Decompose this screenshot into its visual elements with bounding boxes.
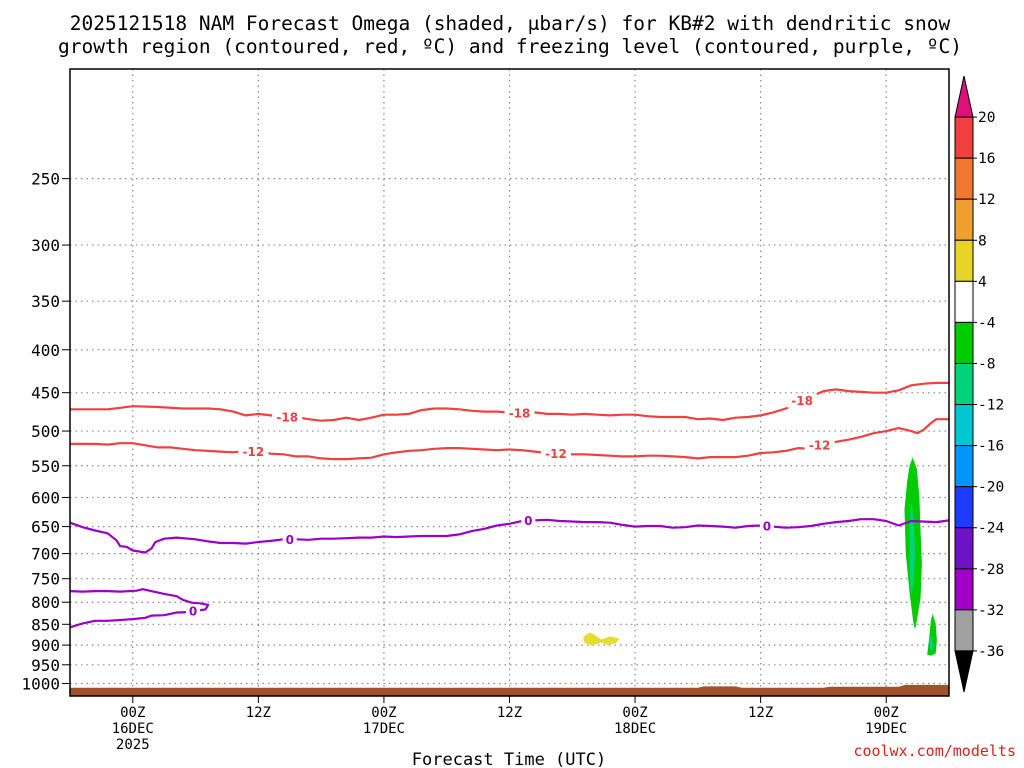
- contour-label: -12: [242, 445, 264, 459]
- colorbar-label: -8: [978, 356, 995, 372]
- x-axis-title: Forecast Time (UTC): [412, 750, 606, 768]
- y-tick-label: 750: [31, 570, 60, 589]
- omega-shaded-region: [583, 632, 620, 646]
- contour-label-bg: [238, 444, 269, 459]
- contour-label-bg: [787, 393, 818, 408]
- contour-label: -12: [809, 438, 831, 452]
- y-tick-label: 350: [31, 292, 60, 311]
- y-tick-label: 500: [31, 422, 60, 441]
- y-tick-label: 900: [31, 636, 60, 655]
- colorbar-label: 12: [978, 192, 995, 208]
- contour-line: [70, 588, 210, 629]
- colorbar-bin: [954, 280, 974, 323]
- x-tick-label: 19DEC: [865, 721, 907, 737]
- y-tick-label: 800: [31, 593, 60, 612]
- colorbar-bin: [954, 568, 974, 611]
- colorbar-label: -20: [978, 480, 1004, 496]
- x-tick-label: 12Z: [497, 705, 522, 721]
- colorbar-bin: [954, 321, 974, 364]
- x-tick-label: 12Z: [246, 705, 271, 721]
- colorbar-bin: [954, 445, 974, 488]
- colorbar-bin: [954, 650, 974, 693]
- colorbar-label: -28: [978, 562, 1004, 578]
- colorbar-label: 8: [978, 233, 987, 249]
- x-tick-label: 00Z: [622, 705, 647, 721]
- terrain: [70, 684, 949, 696]
- y-tick-label: 950: [31, 656, 60, 675]
- x-tick-label: 00Z: [874, 705, 899, 721]
- y-tick-label: 400: [31, 341, 60, 360]
- chart-title-line-2: growth region (contoured, red, ºC) and f…: [58, 35, 962, 58]
- y-tick-label: 650: [31, 518, 60, 537]
- colorbar-label: -16: [978, 439, 1004, 455]
- contour-label: -18: [791, 394, 813, 408]
- colorbar-label: -32: [978, 603, 1004, 619]
- y-axis: 250 300 350 400 450 500 550 600 650 700 750 800 850 9…: [21, 170, 70, 693]
- contour-label-bg: [272, 409, 303, 424]
- colorbar-bin: [954, 609, 974, 652]
- contour-label-bg: [521, 513, 536, 528]
- colorbar-label: -24: [978, 521, 1004, 537]
- omega-shading: [583, 457, 937, 656]
- colorbar-label: 4: [978, 274, 987, 290]
- contour-label: 0: [763, 520, 771, 534]
- colorbar-label: 16: [978, 151, 995, 167]
- colorbar-label: -12: [978, 398, 1004, 414]
- y-tick-label: 850: [31, 615, 60, 634]
- y-tick-label: 700: [31, 545, 60, 564]
- contour-label: -18: [276, 410, 298, 424]
- contour-label-bg: [804, 437, 835, 452]
- x-tick-label: 18DEC: [614, 721, 656, 737]
- contour-label-bg: [540, 446, 571, 461]
- contour-label-bg: [186, 604, 201, 619]
- contour-label: -18: [509, 406, 531, 420]
- contour-label: 0: [286, 533, 294, 547]
- contour-label-bg: [759, 519, 774, 534]
- omega-shaded-region: [929, 635, 934, 652]
- x-tick-label: 2025: [116, 737, 150, 753]
- colorbar-bin: [954, 198, 974, 241]
- colorbar: 20 16 12 8 4 -4 -8 -12 -16 -20 -24 -28 -32 -36: [954, 75, 1004, 693]
- colorbar-bin: [954, 527, 974, 570]
- grid: [70, 69, 949, 696]
- colorbar-bin: [954, 486, 974, 529]
- contour-label-bg: [282, 532, 297, 547]
- y-tick-label: 1000: [21, 674, 60, 693]
- colorbar-bin: [954, 404, 974, 447]
- colorbar-label: 20: [978, 110, 995, 126]
- contour-label: 0: [524, 514, 532, 528]
- contour-label-bg: [504, 405, 535, 420]
- terrain-ground: [70, 684, 949, 696]
- credit-text: coolwx.com/modelts: [853, 742, 1016, 760]
- y-tick-label: 550: [31, 457, 60, 476]
- y-tick-label: 250: [31, 170, 60, 189]
- omega-shaded-region: [909, 503, 916, 594]
- y-tick-label: 600: [31, 488, 60, 507]
- x-tick-label: 16DEC: [112, 721, 154, 737]
- colorbar-bin: [954, 239, 974, 282]
- y-tick-label: 450: [31, 384, 60, 403]
- contours: -18 -18 -18 -12 -12 -12 0 0 0 0: [70, 381, 949, 629]
- colorbar-bin: [954, 362, 974, 406]
- colorbar-bin: [954, 116, 974, 159]
- chart-title-line-1: 2025121518 NAM Forecast Omega (shaded, μ…: [70, 12, 951, 35]
- x-tick-label: 00Z: [120, 705, 145, 721]
- contour-label: -12: [545, 447, 567, 461]
- contour-label: 0: [189, 605, 197, 619]
- x-tick-label: 00Z: [371, 705, 396, 721]
- colorbar-label: -36: [978, 644, 1004, 660]
- colorbar-label: -4: [978, 315, 996, 331]
- colorbar-bin: [954, 157, 974, 200]
- y-tick-label: 300: [31, 236, 60, 255]
- contour-line: [70, 518, 949, 554]
- x-tick-label: 12Z: [748, 705, 773, 721]
- x-tick-label: 17DEC: [363, 721, 405, 737]
